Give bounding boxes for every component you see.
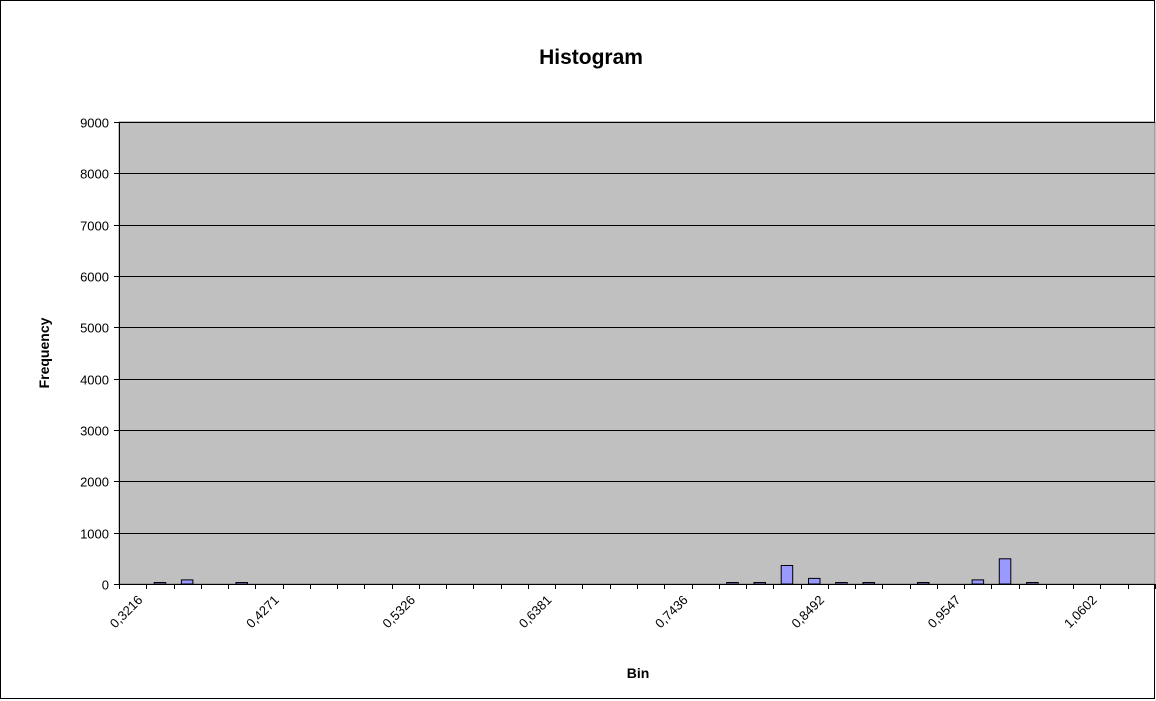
x-tick-label: 0,6381: [516, 592, 555, 631]
x-tick-label: 0,4271: [243, 592, 282, 631]
y-tick-label: 9000: [80, 116, 109, 131]
plot-background: [118, 121, 1156, 585]
bar: [998, 558, 1012, 585]
bar: [235, 582, 248, 585]
chart-title: Histogram: [539, 46, 643, 69]
bar: [917, 582, 930, 585]
bar: [153, 582, 167, 585]
bar: [780, 565, 794, 585]
y-tick-label: 6000: [80, 270, 109, 285]
x-tick-label: 1,0602: [1061, 592, 1100, 631]
plot-area: [118, 121, 1156, 585]
y-tick-label: 0: [102, 578, 109, 593]
x-tick-label: 0,9547: [925, 592, 964, 631]
bar: [1026, 582, 1039, 585]
bar: [753, 582, 766, 585]
y-tick-label: 8000: [80, 167, 109, 182]
bar: [180, 579, 194, 585]
y-tick-label: 4000: [80, 373, 109, 388]
bar: [808, 577, 821, 585]
x-axis-label: Bin: [627, 665, 650, 681]
bars: [153, 558, 1039, 585]
y-tick-label: 7000: [80, 219, 109, 234]
y-tick-label: 1000: [80, 527, 109, 542]
x-tick-label: 0,8492: [788, 592, 827, 631]
bar: [726, 582, 739, 585]
y-axis-label: Frequency: [36, 317, 52, 388]
y-tick-label: 3000: [80, 424, 109, 439]
x-tick-label: 0,3216: [107, 592, 146, 631]
y-axis: 0 1000 2000 3000 4000 5000 6000 7000 8000 9000: [80, 116, 120, 593]
y-tick-label: 2000: [80, 475, 109, 490]
bar: [862, 582, 875, 585]
x-tick-label: 0,7436: [652, 592, 691, 631]
x-tick-label: 0,5326: [379, 592, 418, 631]
bar: [971, 579, 985, 585]
y-tick-label: 5000: [80, 321, 109, 336]
bar: [835, 582, 848, 585]
x-axis: 0,3216 0,4271 0,5326 0,6381 0,7436 0,8492 0,95…: [107, 584, 1156, 631]
